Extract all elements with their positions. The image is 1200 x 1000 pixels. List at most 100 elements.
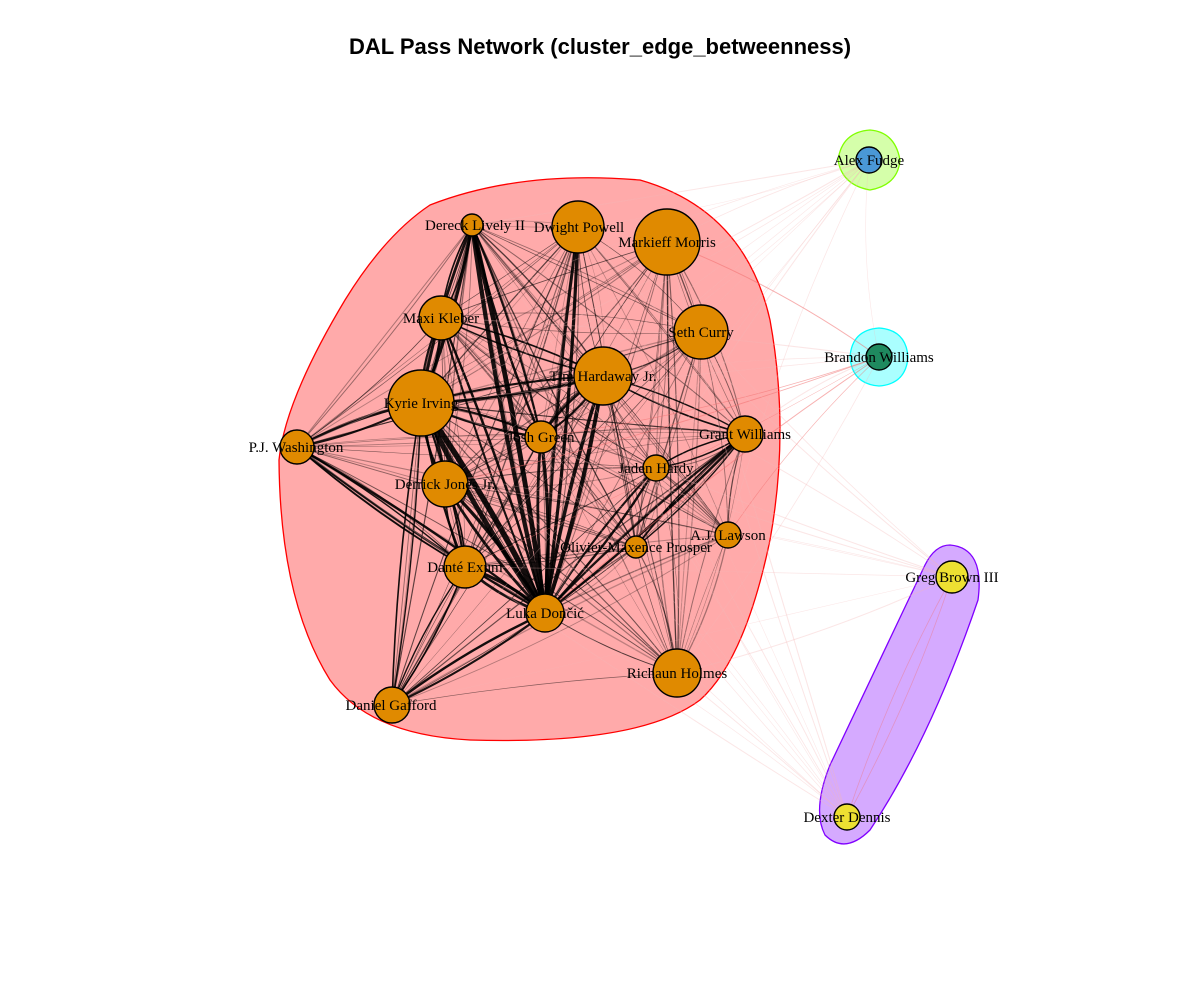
node-doncic: [525, 593, 565, 633]
edge-holmes-gafford: [391, 672, 678, 706]
edge-powell-gafford: [391, 226, 579, 706]
node-prosper: [624, 535, 648, 559]
edge-hardy-holmes: [655, 467, 678, 674]
edge-washington-green: [296, 435, 542, 448]
node-label-gafford: Daniel Gafford: [346, 698, 437, 714]
edge-jones-lawson: [444, 483, 729, 536]
edge-kleber-washington: [296, 317, 442, 448]
ext-edge-fudge-powell: [577, 159, 870, 228]
node-lively: [460, 213, 484, 237]
node-label-gwilliams: Grant Williams: [699, 427, 791, 443]
node-dennis: [833, 803, 861, 831]
heavy-edge-irving-gafford: [391, 402, 422, 706]
ext-edge-fudge-jones: [444, 159, 870, 485]
node-gafford: [373, 686, 411, 724]
node-lawson: [714, 521, 742, 549]
ext-edge-fudge-washington: [296, 159, 870, 448]
ext-edge-dennis-curry: [700, 331, 848, 818]
node-hardy: [642, 454, 670, 482]
ext-edge-fudge-gafford: [391, 159, 870, 706]
edge-gwilliams-powell: [577, 226, 746, 435]
node-label-brown: Greg Brown III: [905, 570, 998, 586]
ext-edge-dennis-lively: [471, 224, 848, 818]
edge-gwilliams-gafford: [391, 433, 746, 706]
edge-morris-irving: [420, 241, 668, 404]
edge-irving-gwilliams: [420, 402, 746, 435]
heavy-edge-washington-doncic: [296, 446, 546, 614]
heavy-edge-lively-green: [470, 224, 543, 438]
edge-jones-curry: [444, 331, 702, 485]
ext-edge-dennis-washington: [296, 446, 848, 818]
ext-edge-bwilliams-green: [540, 356, 880, 438]
heavy-edge-gafford-doncic: [391, 612, 546, 706]
ext-edge-dennis-green: [540, 436, 848, 818]
edge-dennis-brown: [846, 576, 953, 818]
node-label-holmes: Richaun Holmes: [627, 666, 728, 682]
ext-edge-brown-jones: [444, 483, 953, 578]
edge-gafford-powell: [391, 226, 579, 706]
edge-brown-dennis: [846, 576, 953, 818]
node-jones: [421, 460, 469, 508]
node-label-hardy: Jaden Hardy: [618, 461, 694, 477]
edge-kleber-exum: [440, 317, 466, 568]
node-label-green: Josh Green: [507, 430, 575, 446]
edge-green-holmes: [540, 436, 678, 674]
cluster-4-hull: [818, 544, 980, 845]
edge-lively-hardy: [471, 224, 657, 469]
edge-prosper-gafford: [391, 546, 637, 706]
ext-edge-fudge-lawson: [727, 159, 870, 536]
edge-lively-gwilliams: [471, 224, 746, 435]
heavy-edge-gafford-irving: [391, 402, 422, 706]
ext-edge-bwilliams-kleber: [440, 317, 880, 358]
node-label-kleber: Maxi Kleber: [403, 311, 479, 327]
ext-edge-dennis-prosper: [635, 546, 848, 818]
edge-lively-curry: [471, 224, 702, 333]
node-curry: [673, 304, 729, 360]
ext-edge-fudge-irving: [420, 159, 870, 404]
ext-edge-dennis-hardaway: [602, 375, 848, 818]
ext-edge-bwilliams-holmes: [676, 356, 880, 674]
heavy-edge-green-lively: [471, 224, 543, 438]
heavy-edge-lively-doncic: [469, 224, 548, 614]
edge-irving-holmes: [420, 402, 678, 674]
ext-edge-bwilliams-doncic: [544, 356, 880, 614]
ext-edge-bwilliams-lawson: [727, 356, 880, 536]
node-green: [524, 420, 558, 454]
edge-curry-jones: [444, 331, 702, 485]
node-label-curry: Seth Curry: [668, 325, 734, 341]
ext-edge-dennis-irving: [420, 402, 848, 818]
edge-kleber-lawson: [440, 317, 729, 536]
node-fudge: [855, 146, 883, 174]
ext-edge-fudge-doncic: [544, 159, 870, 614]
node-powell: [551, 200, 605, 254]
ext-edge-fudge-hardy: [655, 159, 870, 469]
edge-kleber-hardy: [440, 317, 657, 469]
edge-morris-washington: [296, 241, 668, 448]
heavy-edge-hardaway-doncic: [543, 375, 605, 614]
heavy-edge-green-doncic: [536, 436, 547, 614]
ext-edge-fudge-exum: [464, 159, 870, 568]
ext-edge-bwilliams-hardaway: [602, 356, 880, 377]
heavy-edge-doncic-hardaway: [543, 375, 605, 614]
ext-edge-brown-holmes: [676, 576, 953, 674]
node-washington: [279, 429, 315, 465]
ext-edge-dennis-doncic: [544, 612, 848, 818]
ext-edge-brown-exum: [464, 566, 953, 578]
node-bwilliams: [865, 343, 893, 371]
node-label-bwilliams: Brandon Williams: [824, 350, 934, 366]
heavy-edge-kleber-doncic: [439, 317, 546, 614]
edge-kleber-curry: [440, 317, 702, 335]
edge-holmes-hardy: [655, 467, 679, 674]
ext-edge-dennis-powell: [577, 226, 848, 818]
edge-gwilliams-holmes: [676, 433, 746, 674]
edge-washington-lively: [296, 224, 473, 448]
edge-morris-gafford: [391, 241, 668, 706]
node-label-dennis: Dexter Dennis: [803, 810, 890, 826]
edge-doncic-morris: [544, 241, 668, 614]
heavy-edge-doncic-green: [539, 436, 550, 614]
edge-washington-hardy: [296, 446, 657, 469]
ext-edge-brown-powell: [577, 226, 953, 578]
edge-hardaway-holmes: [602, 375, 678, 674]
edge-holmes-gwilliams: [676, 433, 746, 674]
